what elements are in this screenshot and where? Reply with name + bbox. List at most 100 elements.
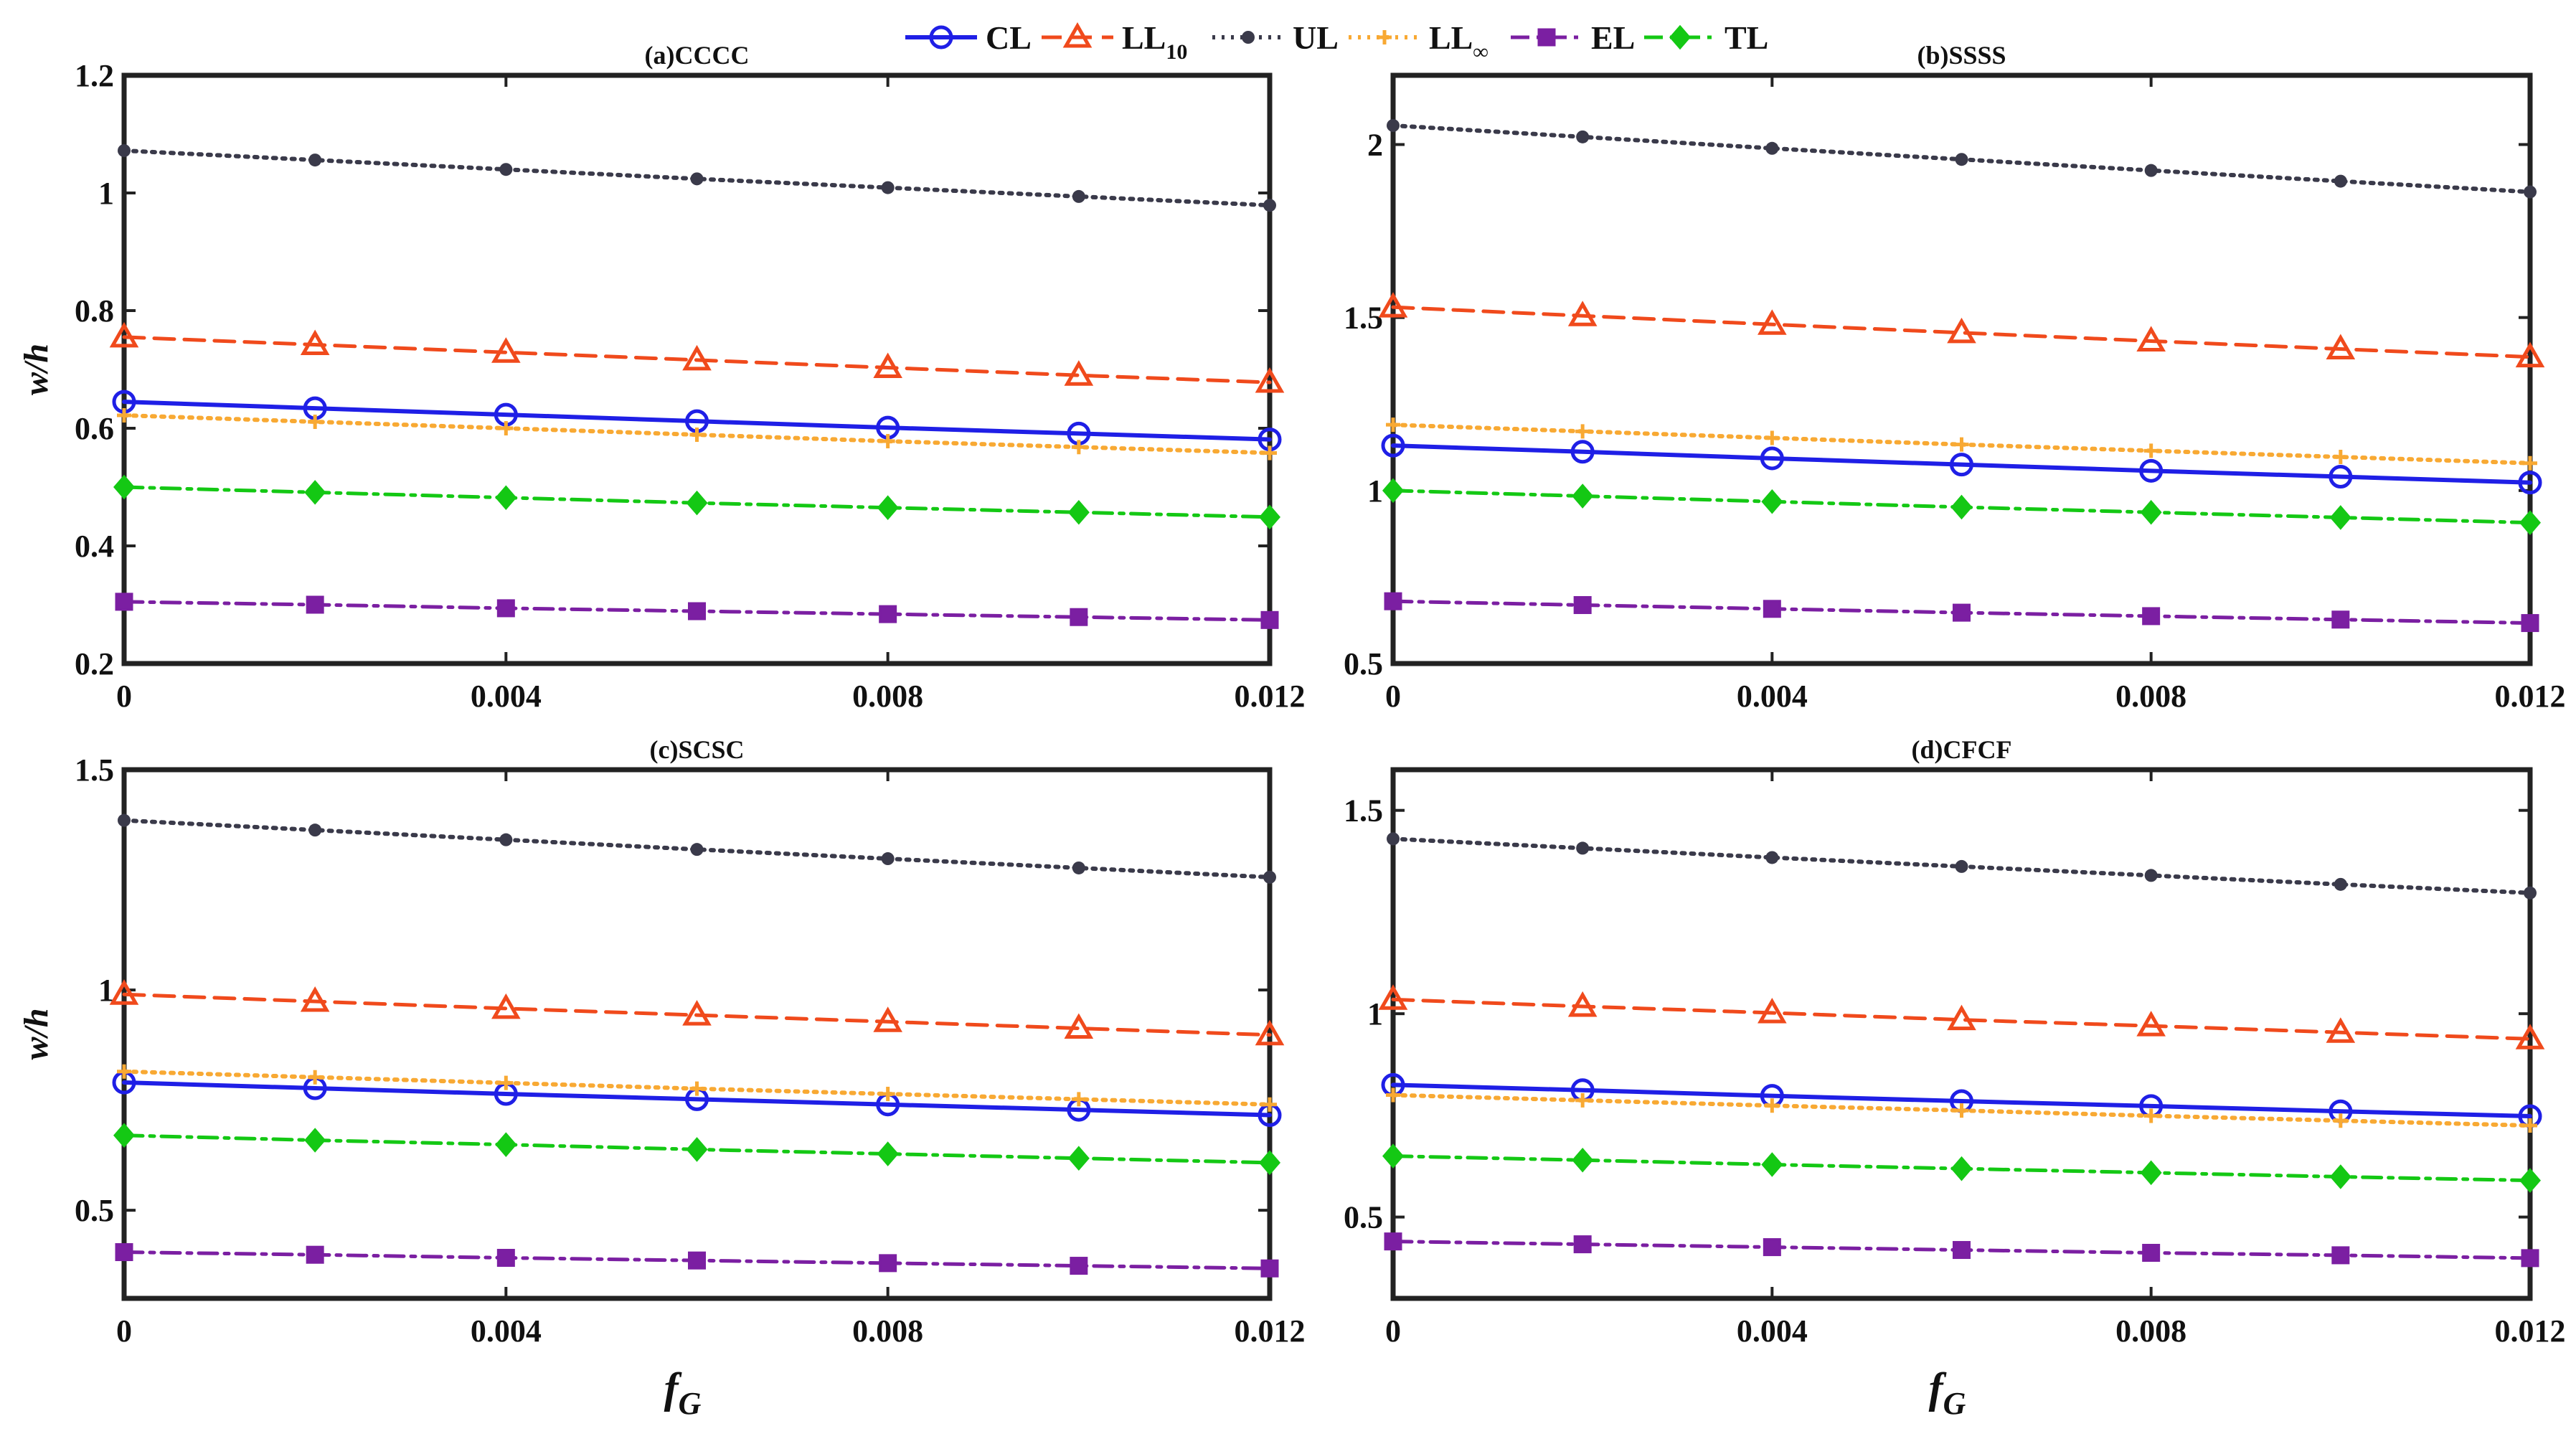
x-tick-label: 0 [116,1313,132,1349]
data-point-LL∞ [117,1064,131,1079]
data-point-TL [2519,1168,2541,1193]
legend-label: LL∞ [1429,19,1488,64]
data-point-LL∞ [1263,1097,1277,1112]
data-point-CL [1950,453,1973,477]
series-line-LL10 [1391,305,2532,359]
chart-panel-1: (a)CCCC 0 0.004 0.008 0.012 0.2 0.4 0.6 0.8 1 1.2 w… [17,41,1306,714]
data-point-EL [306,1245,324,1264]
data-point-LL10 [2136,326,2166,351]
data-point-EL [1260,1259,1279,1278]
y-axis-label: w/h [17,344,55,395]
data-point-UL [1765,851,1779,864]
data-point-UL [118,143,131,157]
y-tick-label: 1.5 [1344,301,1383,336]
x-tick-label: 0.012 [1235,679,1306,714]
data-point-UL [1072,189,1085,203]
data-point-EL [2521,614,2539,633]
series-line-CL [1391,1082,2532,1119]
data-point-UL [1387,118,1400,132]
legend-marker [929,25,953,49]
data-point-LL10 [2326,334,2356,360]
data-point-EL [306,595,324,614]
legend-entry-1: CL [905,19,1032,56]
legend-label: CL [986,19,1032,56]
data-point-CL [2329,465,2353,489]
series-line-LL10 [122,992,1272,1037]
data-point-TL [304,480,326,505]
data-point-UL [2144,869,2158,882]
data-point-TL [2140,499,2162,525]
x-tick-label: 0 [1385,679,1401,714]
data-point-LL∞ [689,428,704,443]
legend: CL LL10 UL LL∞ EL TL [905,19,1768,64]
data-point-TL [2329,505,2351,530]
legend-entry-6: TL [1644,19,1768,56]
data-point-LL∞ [1263,445,1277,461]
legend-marker [1062,22,1093,48]
data-point-UL [2144,164,2158,177]
data-point-EL [2521,1249,2539,1268]
y-tick-label: 1.5 [75,752,114,788]
data-point-TL [1067,1146,1090,1171]
legend-entry-5: EL [1511,19,1635,56]
data-point-LL10 [873,352,902,379]
data-point-LL∞ [1575,424,1590,439]
panels: (a)CCCC 0 0.004 0.008 0.012 0.2 0.4 0.6 0.8 1 1.2 w… [17,41,2566,1421]
legend-marker [1242,31,1255,44]
data-point-UL [2524,886,2537,900]
data-point-EL [1953,1241,1971,1260]
data-point-EL [1763,1238,1781,1257]
data-point-LL∞ [1954,1103,1969,1118]
data-point-EL [115,593,133,611]
data-point-TL [113,474,135,500]
data-point-TL [1382,478,1404,504]
data-point-UL [1263,870,1276,884]
y-tick-label: 1 [98,973,114,1008]
data-point-UL [1955,859,1968,873]
y-tick-label: 1.5 [1344,793,1383,829]
data-point-TL [1259,1150,1280,1176]
data-point-LL10 [873,1006,902,1032]
data-point-CL [1570,440,1595,464]
data-point-EL [1070,1257,1088,1275]
data-point-LL∞ [2333,450,2348,465]
data-point-EL [879,605,897,623]
panel-title: (c)SCSC [650,735,745,764]
panel-title: (d)CFCF [1912,735,2012,764]
data-point-LL∞ [2333,1113,2348,1128]
panel-title: (a)CCCC [645,41,750,70]
data-point-EL [496,599,515,618]
data-point-LL10 [491,337,521,363]
data-point-LL10 [1758,309,1787,335]
x-tick-label: 0.012 [2495,679,2566,714]
data-point-LL∞ [1765,430,1780,445]
data-point-UL [2334,174,2347,188]
data-point-TL [877,1141,899,1166]
data-point-EL [2331,610,2350,629]
data-point-LL10 [1255,367,1285,393]
data-point-LL10 [1947,1004,1976,1031]
data-point-UL [1072,861,1085,874]
data-point-EL [879,1254,897,1273]
data-point-LL10 [682,344,712,371]
data-point-LL10 [1758,997,1787,1024]
x-tick-label: 0.012 [2495,1313,2566,1349]
data-point-TL [1382,1143,1404,1169]
x-tick-label: 0.008 [852,1313,923,1349]
x-tick-label: 0.008 [2115,1313,2186,1349]
legend-marker [1377,30,1392,44]
legend-marker [1537,28,1556,47]
data-point-LL∞ [880,1087,895,1102]
data-point-UL [1576,841,1590,855]
data-point-EL [2142,1244,2161,1263]
data-point-EL [1763,600,1781,618]
data-point-UL [690,843,704,857]
legend-label: UL [1293,19,1339,56]
legend-label: LL10 [1122,19,1187,64]
x-tick-label: 0.004 [1737,1313,1808,1349]
x-axis-label: fG [664,1364,702,1421]
data-point-EL [1384,592,1402,610]
data-point-TL [1572,483,1594,509]
series-line-CL [122,400,1272,442]
data-point-LL∞ [2523,456,2537,471]
